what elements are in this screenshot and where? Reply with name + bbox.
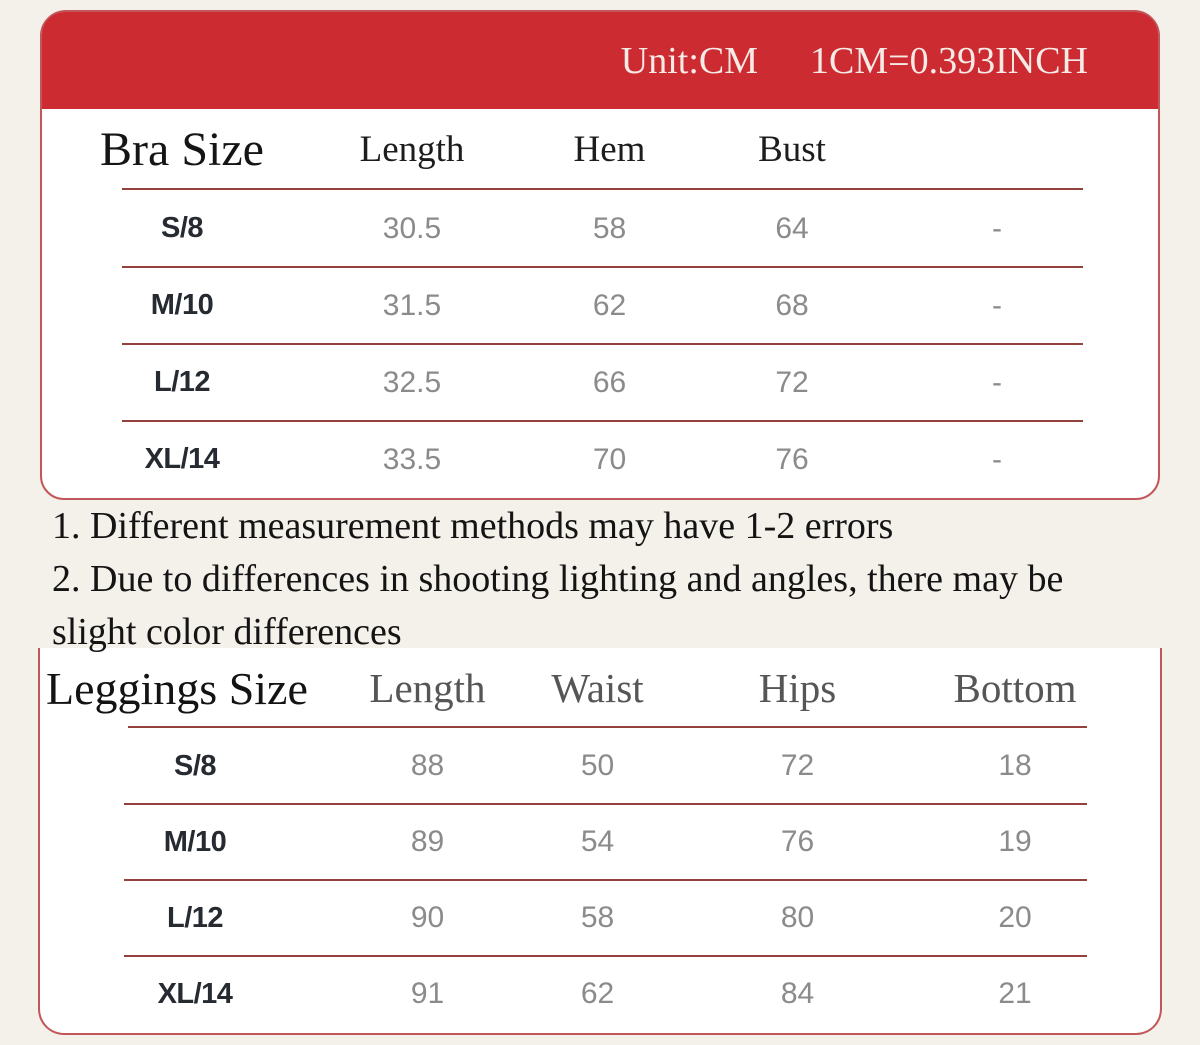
waist-cell: 50 [580,749,615,782]
table-row: XL/14 33.5 70 76 - [42,421,1158,498]
hips-cell: 76 [780,825,815,858]
length-cell: 31.5 [382,288,442,322]
size-cell: S/8 [160,212,204,244]
bottom-cell: 21 [998,977,1032,1010]
leggings-col-hips: Hips [758,665,837,711]
note-line: slight color differences [52,611,402,653]
waist-cell: 58 [580,901,615,934]
size-cell: XL/14 [144,443,220,475]
extra-cell: - [992,288,1002,322]
hem-cell: 66 [592,365,627,399]
bra-size-card: Unit:CM 1CM=0.393INCH Bra Size Length He… [40,10,1160,500]
size-cell: M/10 [150,289,214,321]
measurement-notes: 1. Different measurement methods may hav… [52,500,1192,659]
size-cell: XL/14 [157,977,233,1010]
unit-label: Unit:CM [620,39,759,82]
leggings-table-header: Leggings Size Length Waist Hips Bottom [40,648,1160,728]
bust-cell: 64 [775,211,809,245]
note-line: 1. Different measurement methods may hav… [52,505,894,547]
leggings-col-length: Length [369,665,486,711]
leggings-col-waist: Waist [551,665,644,711]
bra-col-hem: Hem [573,129,646,170]
extra-cell: - [992,211,1002,245]
length-cell: 30.5 [382,211,442,245]
table-row: XL/14 91 62 84 21 [40,956,1160,1032]
bra-col-bust: Bust [758,129,826,170]
table-row: S/8 30.5 58 64 - [42,190,1158,268]
bra-table-header: Bra Size Length Hem Bust [42,109,1158,190]
length-cell: 91 [410,977,445,1010]
hem-cell: 70 [592,442,627,476]
bust-cell: 72 [775,365,809,399]
table-row: M/10 31.5 62 68 - [42,267,1158,345]
table-row: M/10 89 54 76 19 [40,804,1160,881]
conversion-label: 1CM=0.393INCH [810,39,1088,82]
leggings-col-bottom: Bottom [953,665,1077,711]
leggings-table-title: Leggings Size [46,662,308,714]
extra-cell: - [992,365,1002,399]
bra-col-length: Length [359,129,465,170]
length-cell: 88 [410,749,445,782]
bra-table-title: Bra Size [100,123,264,176]
unit-banner: Unit:CM 1CM=0.393INCH [42,12,1158,109]
length-cell: 90 [410,901,445,934]
hips-cell: 72 [780,749,815,782]
size-cell: L/12 [166,901,224,934]
hem-cell: 62 [592,288,627,322]
hem-cell: 58 [592,211,627,245]
bottom-cell: 19 [998,825,1032,858]
table-row: L/12 90 58 80 20 [40,880,1160,957]
bust-cell: 68 [775,288,809,322]
waist-cell: 62 [580,977,615,1010]
size-cell: S/8 [173,749,217,782]
note-line: 2. Due to differences in shooting lighti… [52,558,1064,600]
table-row: L/12 32.5 66 72 - [42,344,1158,422]
table-row: S/8 88 50 72 18 [40,728,1160,805]
length-cell: 33.5 [382,442,442,476]
length-cell: 32.5 [382,365,442,399]
extra-cell: - [992,442,1002,476]
size-cell: L/12 [153,366,211,398]
hips-cell: 84 [780,977,815,1010]
length-cell: 89 [410,825,445,858]
waist-cell: 54 [580,825,615,858]
bottom-cell: 18 [998,749,1032,782]
hips-cell: 80 [780,901,815,934]
leggings-size-card: Leggings Size Length Waist Hips Bottom S… [38,648,1162,1035]
size-cell: M/10 [163,825,227,858]
bust-cell: 76 [775,442,809,476]
bottom-cell: 20 [998,901,1032,934]
